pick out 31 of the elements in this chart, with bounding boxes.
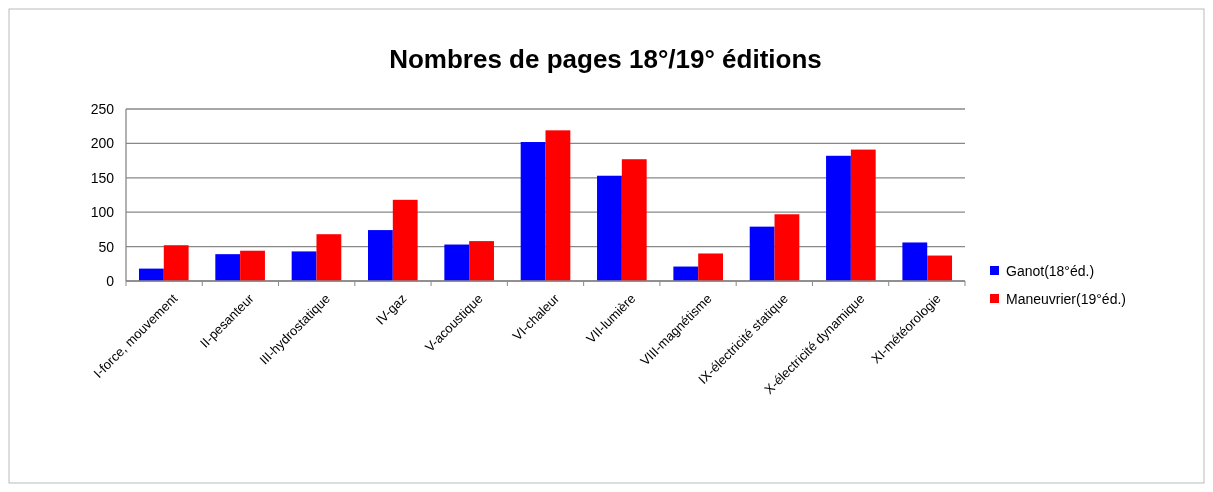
y-tick-label: 100 — [90, 204, 115, 221]
bar — [749, 226, 775, 281]
bar — [240, 250, 265, 281]
y-tick-label: 50 — [98, 238, 115, 255]
bar — [621, 159, 647, 281]
bar — [291, 251, 317, 281]
bar — [774, 214, 800, 281]
bar — [826, 155, 851, 281]
bar — [673, 266, 699, 281]
bar — [927, 255, 953, 281]
bar — [902, 242, 928, 281]
y-tick-label: 250 — [90, 100, 115, 117]
bar — [545, 130, 571, 281]
bar — [316, 234, 342, 281]
bar — [597, 175, 622, 281]
chart-title: Nombres de pages 18°/19° éditions — [389, 44, 822, 74]
y-tick-label: 0 — [106, 272, 115, 289]
bar — [215, 254, 241, 281]
bar — [163, 245, 189, 281]
legend-label: Maneuvrier(19°éd.) — [1006, 290, 1126, 307]
bar — [392, 199, 418, 281]
bar — [469, 241, 494, 281]
bar — [520, 142, 546, 281]
legend-label: Ganot(18°éd.) — [1006, 262, 1095, 279]
bar — [368, 230, 393, 281]
y-tick-label: 150 — [90, 169, 115, 186]
bar — [698, 253, 723, 281]
y-tick-label: 200 — [90, 135, 115, 152]
bar — [850, 149, 876, 281]
bar — [444, 244, 470, 281]
bar — [138, 268, 164, 281]
